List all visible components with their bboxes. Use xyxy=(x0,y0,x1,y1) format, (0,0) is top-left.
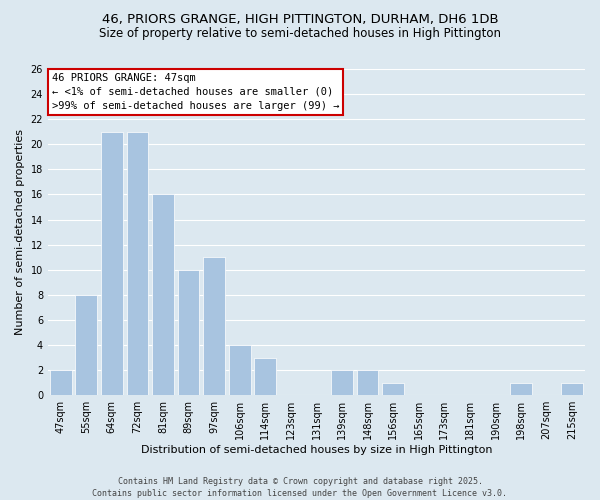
Bar xyxy=(50,370,71,395)
Text: 46 PRIORS GRANGE: 47sqm
← <1% of semi-detached houses are smaller (0)
>99% of se: 46 PRIORS GRANGE: 47sqm ← <1% of semi-de… xyxy=(52,73,339,111)
Bar xyxy=(76,295,97,395)
Bar xyxy=(562,382,583,395)
Bar xyxy=(510,382,532,395)
Bar xyxy=(357,370,379,395)
Y-axis label: Number of semi-detached properties: Number of semi-detached properties xyxy=(15,129,25,335)
Bar xyxy=(203,257,225,395)
X-axis label: Distribution of semi-detached houses by size in High Pittington: Distribution of semi-detached houses by … xyxy=(141,445,492,455)
Bar xyxy=(382,382,404,395)
Bar xyxy=(254,358,276,395)
Bar xyxy=(229,345,251,395)
Text: Size of property relative to semi-detached houses in High Pittington: Size of property relative to semi-detach… xyxy=(99,28,501,40)
Text: 46, PRIORS GRANGE, HIGH PITTINGTON, DURHAM, DH6 1DB: 46, PRIORS GRANGE, HIGH PITTINGTON, DURH… xyxy=(101,12,499,26)
Bar xyxy=(152,194,174,395)
Bar xyxy=(331,370,353,395)
Text: Contains HM Land Registry data © Crown copyright and database right 2025.
Contai: Contains HM Land Registry data © Crown c… xyxy=(92,476,508,498)
Bar xyxy=(178,270,199,395)
Bar xyxy=(127,132,148,395)
Bar xyxy=(101,132,123,395)
